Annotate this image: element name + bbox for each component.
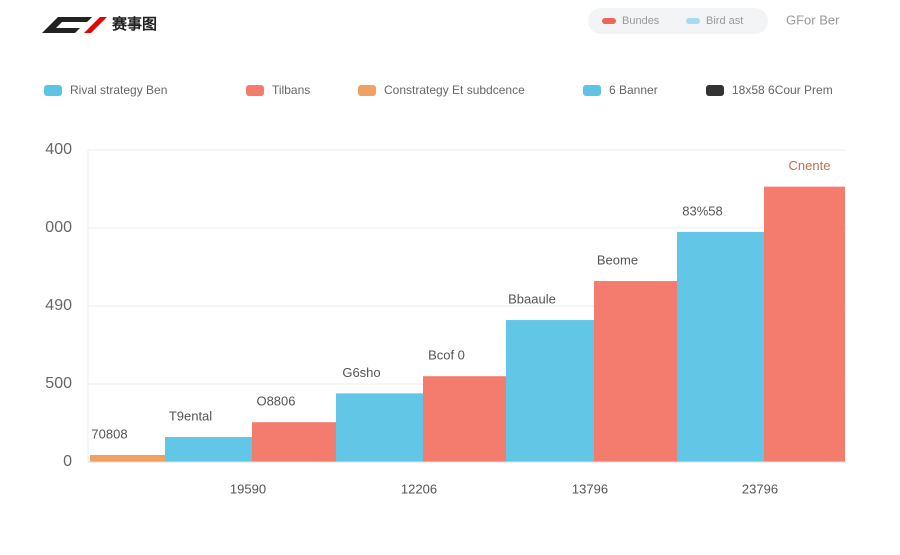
y-tick-label: 000 [45, 219, 72, 236]
pill-swatch [686, 18, 700, 24]
bar [423, 376, 506, 462]
legend-swatch [358, 85, 376, 96]
header-pill-bg [588, 8, 768, 34]
logo: 赛事图 [42, 15, 157, 33]
legend-swatch [246, 85, 264, 96]
logo-text: 赛事图 [111, 15, 157, 33]
pill-label: Bird ast [706, 15, 743, 27]
x-tick-label: 12206 [401, 481, 437, 496]
legend-swatch [583, 85, 601, 96]
bar-label: Bcof 0 [428, 348, 465, 363]
bar-label: Beome [597, 252, 638, 267]
bar [594, 281, 677, 462]
bar-label: G6sho [342, 365, 380, 380]
legend-label: 6 Banner [609, 83, 658, 97]
bar [165, 437, 252, 462]
pill-swatch [602, 18, 616, 24]
bar [677, 231, 764, 462]
x-tick-label: 19590 [230, 481, 266, 496]
legend-label: Constrategy Et subdcence [384, 83, 525, 97]
pill-label: Bundes [622, 15, 660, 27]
legend-swatch [706, 85, 724, 96]
logo-mark [42, 17, 92, 33]
x-tick-label: 23796 [742, 481, 778, 496]
y-tick-label: 0 [63, 453, 72, 470]
bar [90, 454, 165, 462]
bar [506, 320, 594, 462]
y-tick-label: 400 [45, 141, 72, 158]
legend-label: Tilbans [272, 83, 310, 97]
bar [764, 186, 845, 462]
bar-label: T9ental [169, 408, 212, 423]
bar [252, 422, 336, 462]
header-right: GFor Ber [786, 12, 840, 27]
y-tick-label: 500 [45, 375, 72, 392]
bar-label: Bbaaule [508, 291, 556, 306]
bar [336, 393, 423, 462]
bar-label: Cnente [789, 158, 831, 173]
bar-label: 83%58 [682, 203, 722, 218]
bar-label: 70808 [91, 426, 127, 441]
legend-label: 18x58 6Cour Prem [732, 83, 833, 97]
legend-swatch [44, 85, 62, 96]
legend-label: Rival strategy Ben [70, 83, 167, 97]
x-tick-label: 13796 [572, 481, 608, 496]
logo-mark [84, 17, 107, 33]
bar-label: O8806 [256, 394, 295, 409]
y-tick-label: 490 [45, 297, 72, 314]
